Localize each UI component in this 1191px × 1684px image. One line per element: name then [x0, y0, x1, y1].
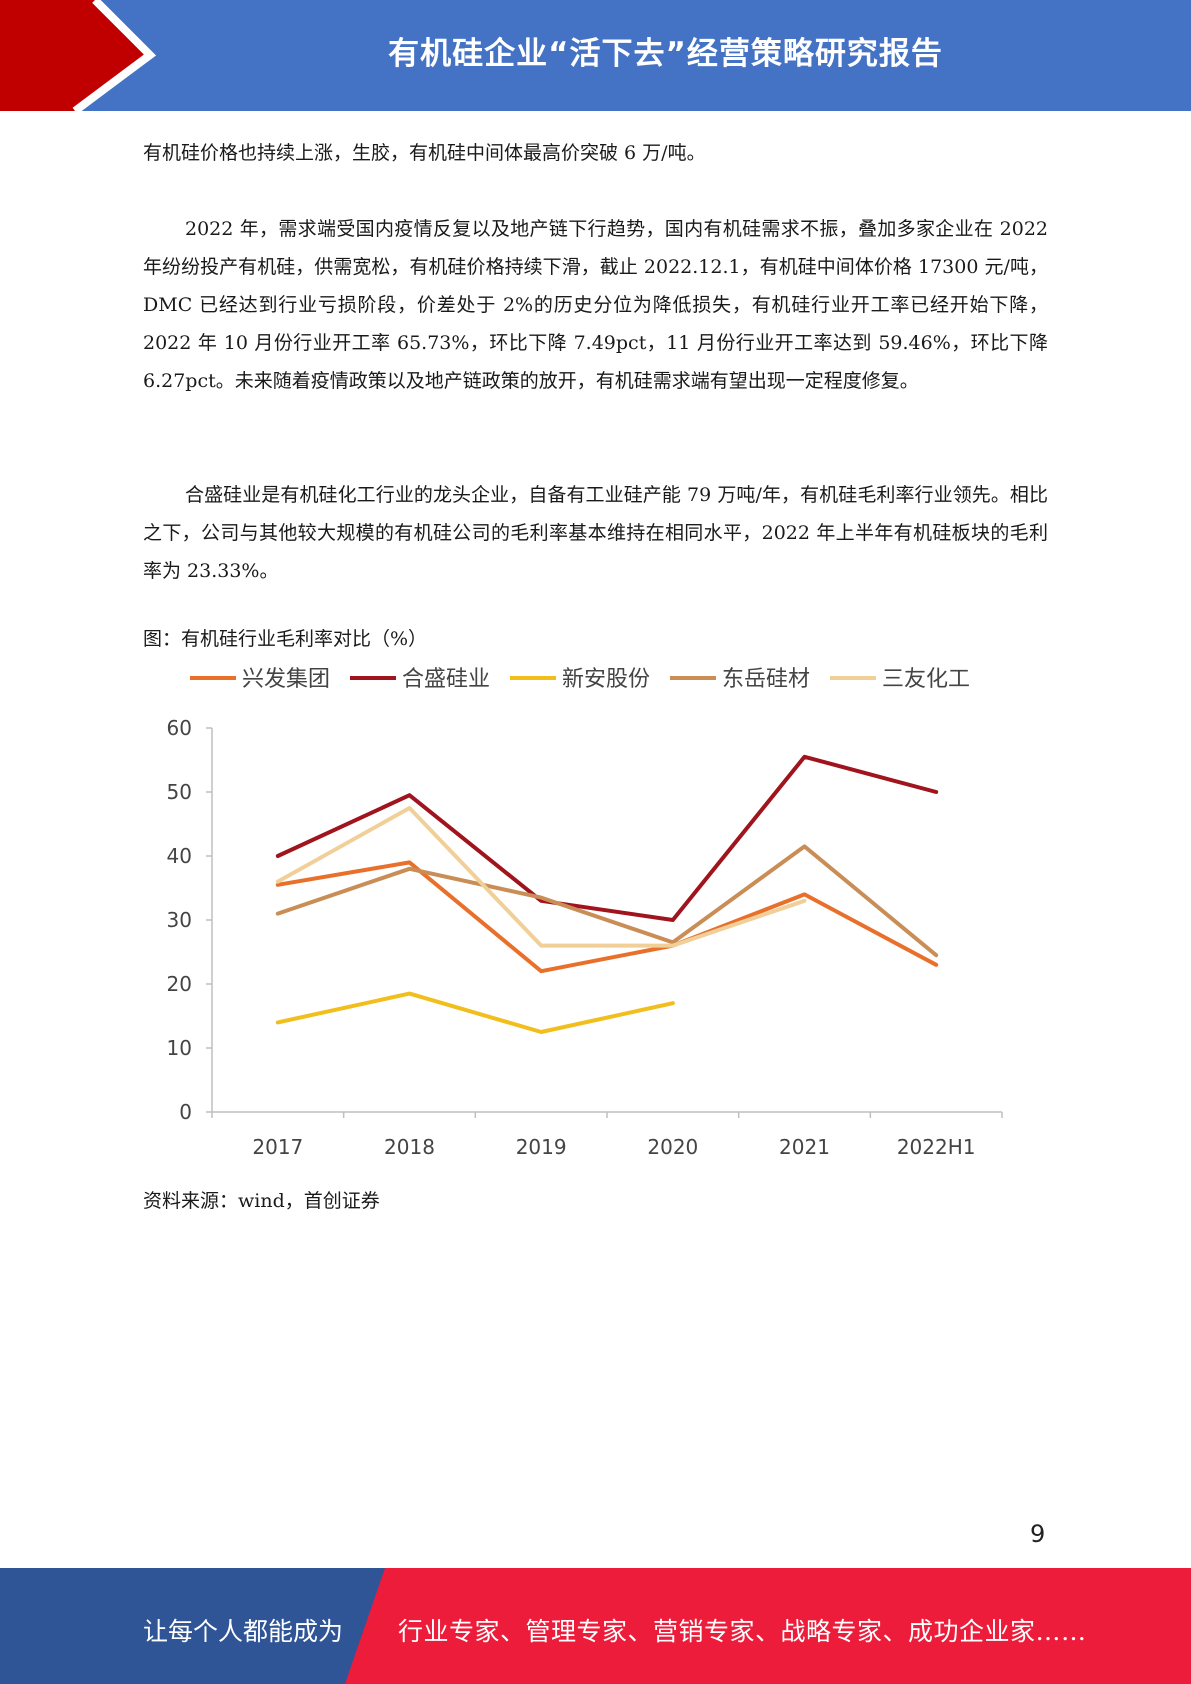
legend-label-4: 三友化工 — [882, 667, 970, 692]
paragraph-1: 有机硅价格也持续上涨，生胶，有机硅中间体最高价突破 6 万/吨。 — [143, 142, 706, 164]
series-line-0 — [275, 860, 939, 974]
legend-label-2: 新安股份 — [562, 667, 650, 692]
y-tick-label-2: 20 — [167, 972, 192, 996]
y-tick-label-4: 40 — [167, 844, 192, 868]
page-header: 有机硅企业“活下去”经营策略研究报告 — [0, 0, 1191, 111]
figure-caption: 图：有机硅行业毛利率对比（%） — [143, 628, 428, 650]
series-line-4 — [275, 806, 807, 948]
series-line-2 — [275, 991, 675, 1034]
report-title: 有机硅企业“活下去”经营策略研究报告 — [388, 36, 943, 72]
margin-comparison-chart: 兴发集团 合盛硅业 新安股份 东岳硅材 三友化工 0 10 20 30 40 50 60 2017 201… — [167, 667, 1003, 1159]
legend-label-0: 兴发集团 — [242, 667, 330, 692]
header-decoration — [0, 0, 157, 111]
y-tick-label-6: 60 — [167, 716, 192, 740]
x-tick-label-3: 2020 — [647, 1135, 698, 1159]
legend-label-3: 东岳硅材 — [722, 667, 810, 692]
x-tick-label-4: 2021 — [779, 1135, 830, 1159]
x-tick-label-2: 2019 — [516, 1135, 567, 1159]
paragraph-2: 2022 年，需求端受国内疫情反复以及地产链下行趋势，国内有机硅需求不振，叠加多… — [143, 218, 1048, 392]
page-number: 9 — [1030, 1520, 1046, 1548]
y-tick-label-0: 0 — [179, 1100, 192, 1124]
y-tick-label-1: 10 — [167, 1036, 192, 1060]
paragraph-3: 合盛硅业是有机硅化工行业的龙头企业，自备有工业硅产能 79 万吨/年，有机硅毛利… — [143, 484, 1048, 582]
x-tick-label-5: 2022H1 — [897, 1135, 976, 1159]
y-tick-label-3: 30 — [167, 908, 192, 932]
x-tick-label-1: 2018 — [384, 1135, 435, 1159]
footer-slogan-right: 行业专家、管理专家、营销专家、战略专家、成功企业家…… — [398, 1617, 1087, 1646]
legend-label-1: 合盛硅业 — [402, 667, 490, 692]
series-line-1 — [275, 754, 939, 922]
figure-source: 资料来源：wind，首创证券 — [143, 1190, 380, 1212]
header-red-arrow — [0, 0, 150, 111]
series-line-3 — [275, 844, 939, 958]
x-tick-label-0: 2017 — [252, 1135, 303, 1159]
footer-blue-band — [0, 1568, 385, 1684]
footer-background — [0, 1568, 1191, 1684]
header-arrow-stroke — [72, 0, 157, 111]
y-tick-label-5: 50 — [167, 780, 192, 804]
footer-slogan-left: 让每个人都能成为 — [143, 1617, 344, 1646]
page-footer: 让每个人都能成为 行业专家、管理专家、营销专家、战略专家、成功企业家…… — [0, 1568, 1191, 1684]
